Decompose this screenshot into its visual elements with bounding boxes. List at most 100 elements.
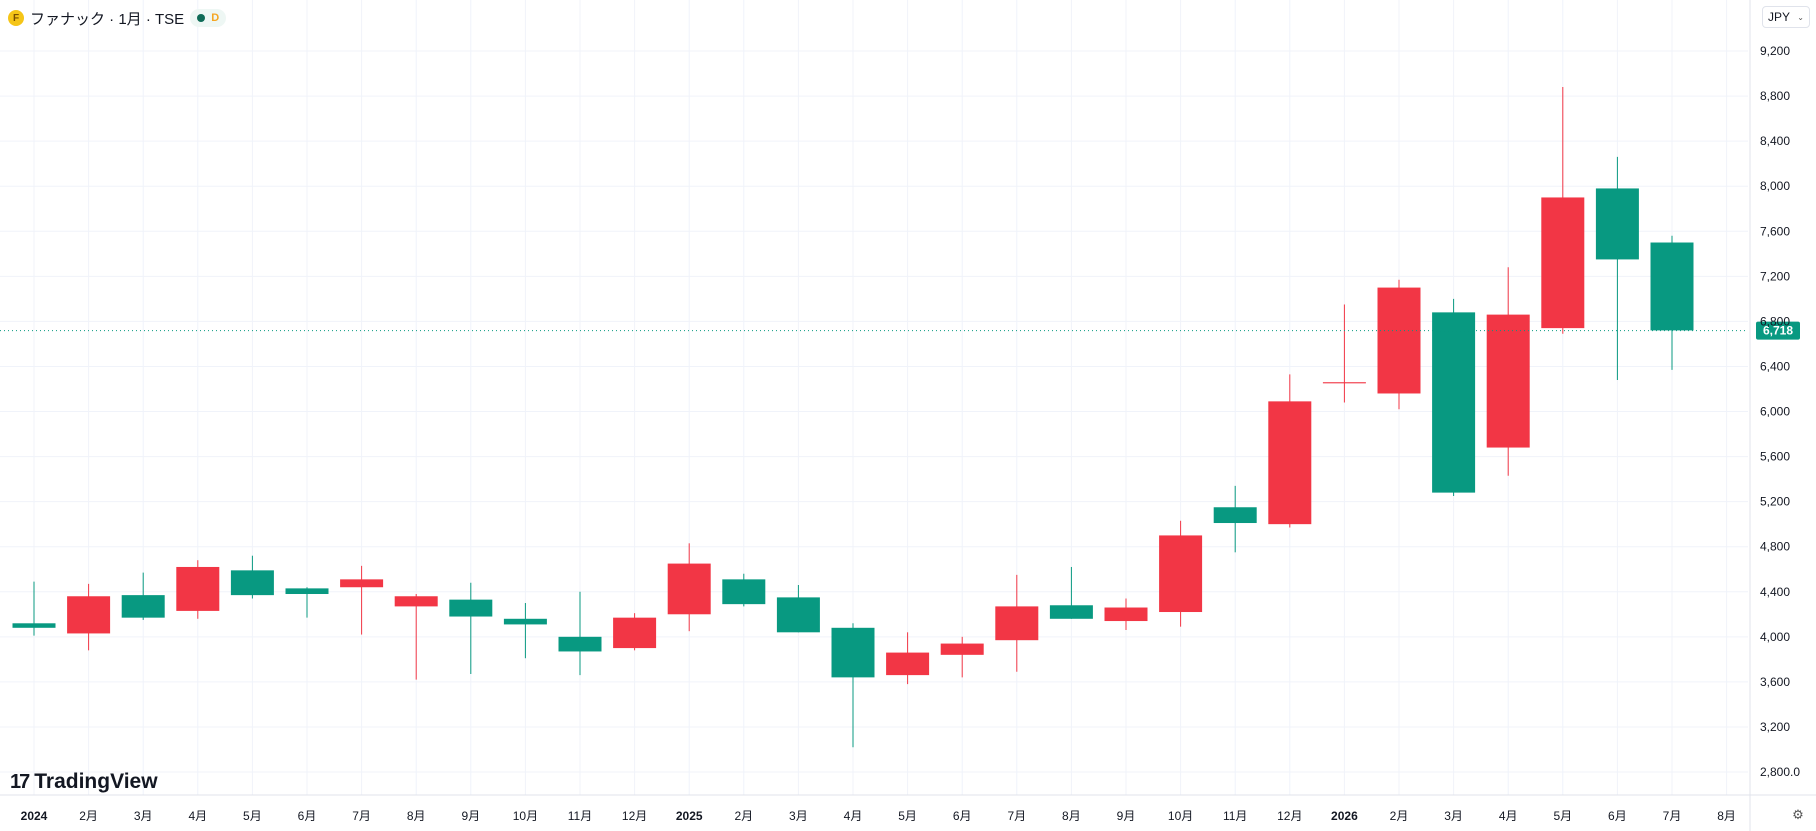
y-tick-label: 8,000: [1760, 179, 1790, 193]
y-tick-label: 7,200: [1760, 269, 1790, 283]
x-tick-label: 11月: [1223, 809, 1247, 823]
y-tick-label: 5,200: [1760, 495, 1790, 509]
y-tick-label: 8,800: [1760, 89, 1790, 103]
data-delay-flag: D: [211, 12, 220, 24]
price-axis: 2,800.0 3,200 3,600 4,000 4,400 4,800 5,200 5,6…: [1760, 44, 1800, 779]
x-tick-label: 9月: [461, 809, 480, 823]
x-tick-label: 3月: [789, 809, 808, 823]
candle-body: [722, 579, 766, 605]
candle-body: [886, 652, 930, 676]
y-tick-label: 9,200: [1760, 44, 1790, 58]
y-tick-label: 6,400: [1760, 359, 1790, 373]
x-tick-label: 2月: [79, 809, 98, 823]
candle-body: [285, 588, 329, 595]
last-price-label: 6,718: [1763, 324, 1793, 338]
candle-body: [940, 643, 984, 655]
last-price-badge: [1756, 321, 1800, 340]
x-tick-label: 2月: [734, 809, 753, 823]
candle-body: [1104, 607, 1148, 622]
candle-body: [1268, 401, 1312, 525]
x-tick-label: 12月: [622, 809, 647, 823]
y-tick-label: 7,600: [1760, 224, 1790, 238]
last-price-line: 6,718: [0, 321, 1800, 340]
market-status-dot-icon: [197, 14, 206, 22]
candle-body: [558, 636, 602, 652]
x-tick-label: 11月: [568, 809, 592, 823]
candle-body: [503, 618, 547, 625]
candle-body: [1541, 197, 1585, 329]
tradingview-wordmark: TradingView: [34, 770, 158, 793]
candle-body: [1432, 312, 1476, 493]
currency-selector[interactable]: JPY ⌄: [1762, 6, 1810, 28]
x-tick-label: 2026: [1331, 809, 1358, 823]
candle-body: [1486, 314, 1530, 448]
candle-body: [776, 597, 820, 633]
candle-body: [831, 627, 875, 678]
candle-body: [1213, 507, 1257, 524]
candle-body: [1322, 382, 1366, 384]
candle-body: [121, 595, 165, 618]
x-tick-label: 3月: [1444, 809, 1463, 823]
candle-body: [67, 596, 111, 634]
x-tick-label: 2024: [21, 809, 48, 823]
candle-body: [667, 563, 711, 615]
candle-body: [176, 566, 220, 611]
x-tick-label: 12月: [1277, 809, 1302, 823]
y-tick-label: 6,800: [1760, 314, 1790, 328]
x-tick-label: 8月: [1062, 809, 1081, 823]
y-tick-label: 2,800.0: [1760, 765, 1800, 779]
symbol-title[interactable]: ファナック · 1月 · TSE: [30, 10, 185, 28]
candle-body: [1650, 242, 1694, 331]
x-tick-label: 4月: [188, 809, 207, 823]
candle-body: [995, 606, 1039, 641]
y-tick-label: 3,600: [1760, 675, 1790, 689]
x-tick-label: 6月: [298, 809, 317, 823]
x-tick-label: 7月: [352, 809, 371, 823]
x-tick-label: 2月: [1390, 809, 1409, 823]
candle-body: [1595, 188, 1639, 260]
candle-body: [1377, 287, 1421, 394]
chart-header: F ファナック · 1月 · TSE D: [8, 8, 227, 28]
x-tick-label: 5月: [898, 809, 917, 823]
time-axis: 2024 2月 3月 4月 5月 6月 7月 8月 9月 10月 11月 12月 2025 2月 3月 4月 5…: [21, 809, 1736, 823]
candle-body: [1159, 535, 1203, 613]
x-tick-label: 6月: [1608, 809, 1627, 823]
x-tick-label: 5月: [243, 809, 262, 823]
x-tick-label: 6月: [953, 809, 972, 823]
x-tick-label: 3月: [134, 809, 153, 823]
x-tick-label: 4月: [844, 809, 863, 823]
chevron-down-icon: ⌄: [1797, 12, 1804, 22]
x-tick-label: 2025: [676, 809, 703, 823]
candles: [12, 87, 1694, 748]
candle-body: [449, 599, 493, 617]
x-tick-label: 10月: [513, 809, 538, 823]
currency-label: JPY: [1768, 10, 1791, 24]
candle-body: [613, 617, 657, 649]
y-tick-label: 4,000: [1760, 630, 1790, 644]
x-tick-label: 9月: [1117, 809, 1136, 823]
x-tick-label: 7月: [1007, 809, 1026, 823]
candle-body: [12, 623, 56, 628]
x-tick-label: 7月: [1663, 809, 1682, 823]
x-tick-label: 8月: [407, 809, 426, 823]
symbol-logo-icon: F: [8, 10, 24, 26]
x-tick-label: 5月: [1553, 809, 1572, 823]
tradingview-logo[interactable]: 17 TradingView: [10, 770, 158, 794]
y-tick-label: 4,400: [1760, 585, 1790, 599]
market-status-pill[interactable]: D: [190, 9, 227, 27]
x-tick-label: 8月: [1717, 809, 1736, 823]
chart-settings-icon[interactable]: ⚙: [1792, 807, 1804, 822]
tradingview-mark-icon: 17: [10, 770, 30, 793]
candle-body: [230, 570, 274, 596]
y-tick-label: 5,600: [1760, 450, 1790, 464]
y-tick-label: 8,400: [1760, 134, 1790, 148]
candle-body: [340, 579, 384, 588]
x-tick-label: 4月: [1499, 809, 1518, 823]
y-tick-label: 6,000: [1760, 405, 1790, 419]
candle-body: [1049, 605, 1093, 619]
y-tick-label: 3,200: [1760, 720, 1790, 734]
candle-body: [394, 596, 438, 607]
x-tick-label: 10月: [1168, 809, 1193, 823]
